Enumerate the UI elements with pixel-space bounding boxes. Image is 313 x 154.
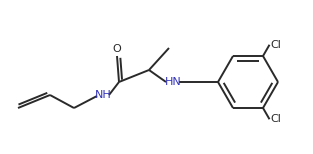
Text: Cl: Cl — [270, 40, 281, 50]
Text: HN: HN — [165, 77, 182, 87]
Text: NH: NH — [95, 90, 112, 100]
Text: Cl: Cl — [270, 114, 281, 124]
Text: O: O — [113, 44, 121, 54]
